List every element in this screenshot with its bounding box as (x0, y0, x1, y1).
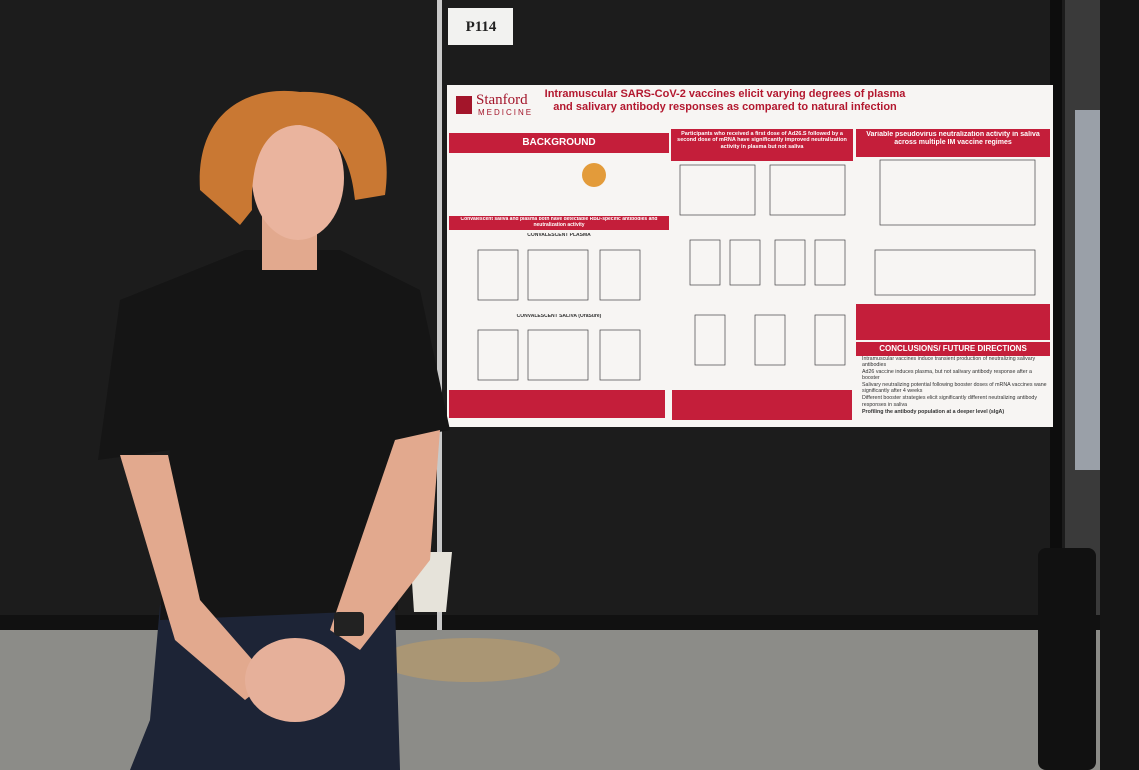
logo-shield (456, 96, 472, 114)
logo: Stanford (476, 92, 528, 108)
section-bar (449, 216, 669, 230)
bullet: Different booster strategies elicit sign… (862, 395, 1037, 408)
arm (120, 455, 270, 700)
section-bar (671, 129, 853, 161)
hands (245, 638, 345, 722)
section-heading: Variable pseudovirus neutralization acti… (866, 131, 1040, 147)
text-box (856, 304, 1050, 340)
floor-reflection (380, 638, 560, 682)
bullet: Profiling the antibody population at a d… (862, 408, 1005, 415)
section-heading: BACKGROUND (522, 137, 596, 148)
logo-subtitle: MEDICINE (478, 108, 534, 117)
poster-title: Intramuscular SARS-CoV-2 vaccines elicit… (544, 88, 906, 113)
shirt (98, 250, 450, 620)
section-heading: Participants who received a first dose o… (677, 131, 847, 150)
adjacent-board (1100, 0, 1139, 770)
hair (199, 90, 387, 226)
section-bar (856, 129, 1050, 157)
poster-tube (1038, 548, 1096, 770)
arm (330, 430, 440, 650)
section-heading: Convalescent saliva and plasma both have… (460, 217, 658, 228)
booth-label: P114 (465, 19, 497, 35)
section-bar (856, 342, 1050, 356)
conclusion-list: Intramuscular vaccines induce transient … (862, 356, 1047, 416)
label-card (448, 8, 513, 45)
virus-icon (582, 163, 606, 187)
bullet: Ad26 vaccine induces plasma, but not sal… (862, 369, 1032, 382)
section-heading: CONCLUSIONS/ FUTURE DIRECTIONS (879, 344, 1027, 353)
poster-figures (477, 159, 1036, 381)
subheading: CONVALESCENT SALIVA (OraSure) (516, 314, 602, 319)
text-box (449, 390, 665, 418)
bullet: Salivary neutralizing potential followin… (862, 382, 1047, 395)
subheading: CONVALESCENT PLASMA (527, 233, 591, 238)
bullet: Intramuscular vaccines induce transient … (862, 356, 1036, 369)
section-bar (449, 133, 669, 153)
watch (334, 612, 364, 636)
face (252, 116, 344, 240)
pole (437, 0, 442, 630)
text-box (672, 390, 852, 420)
